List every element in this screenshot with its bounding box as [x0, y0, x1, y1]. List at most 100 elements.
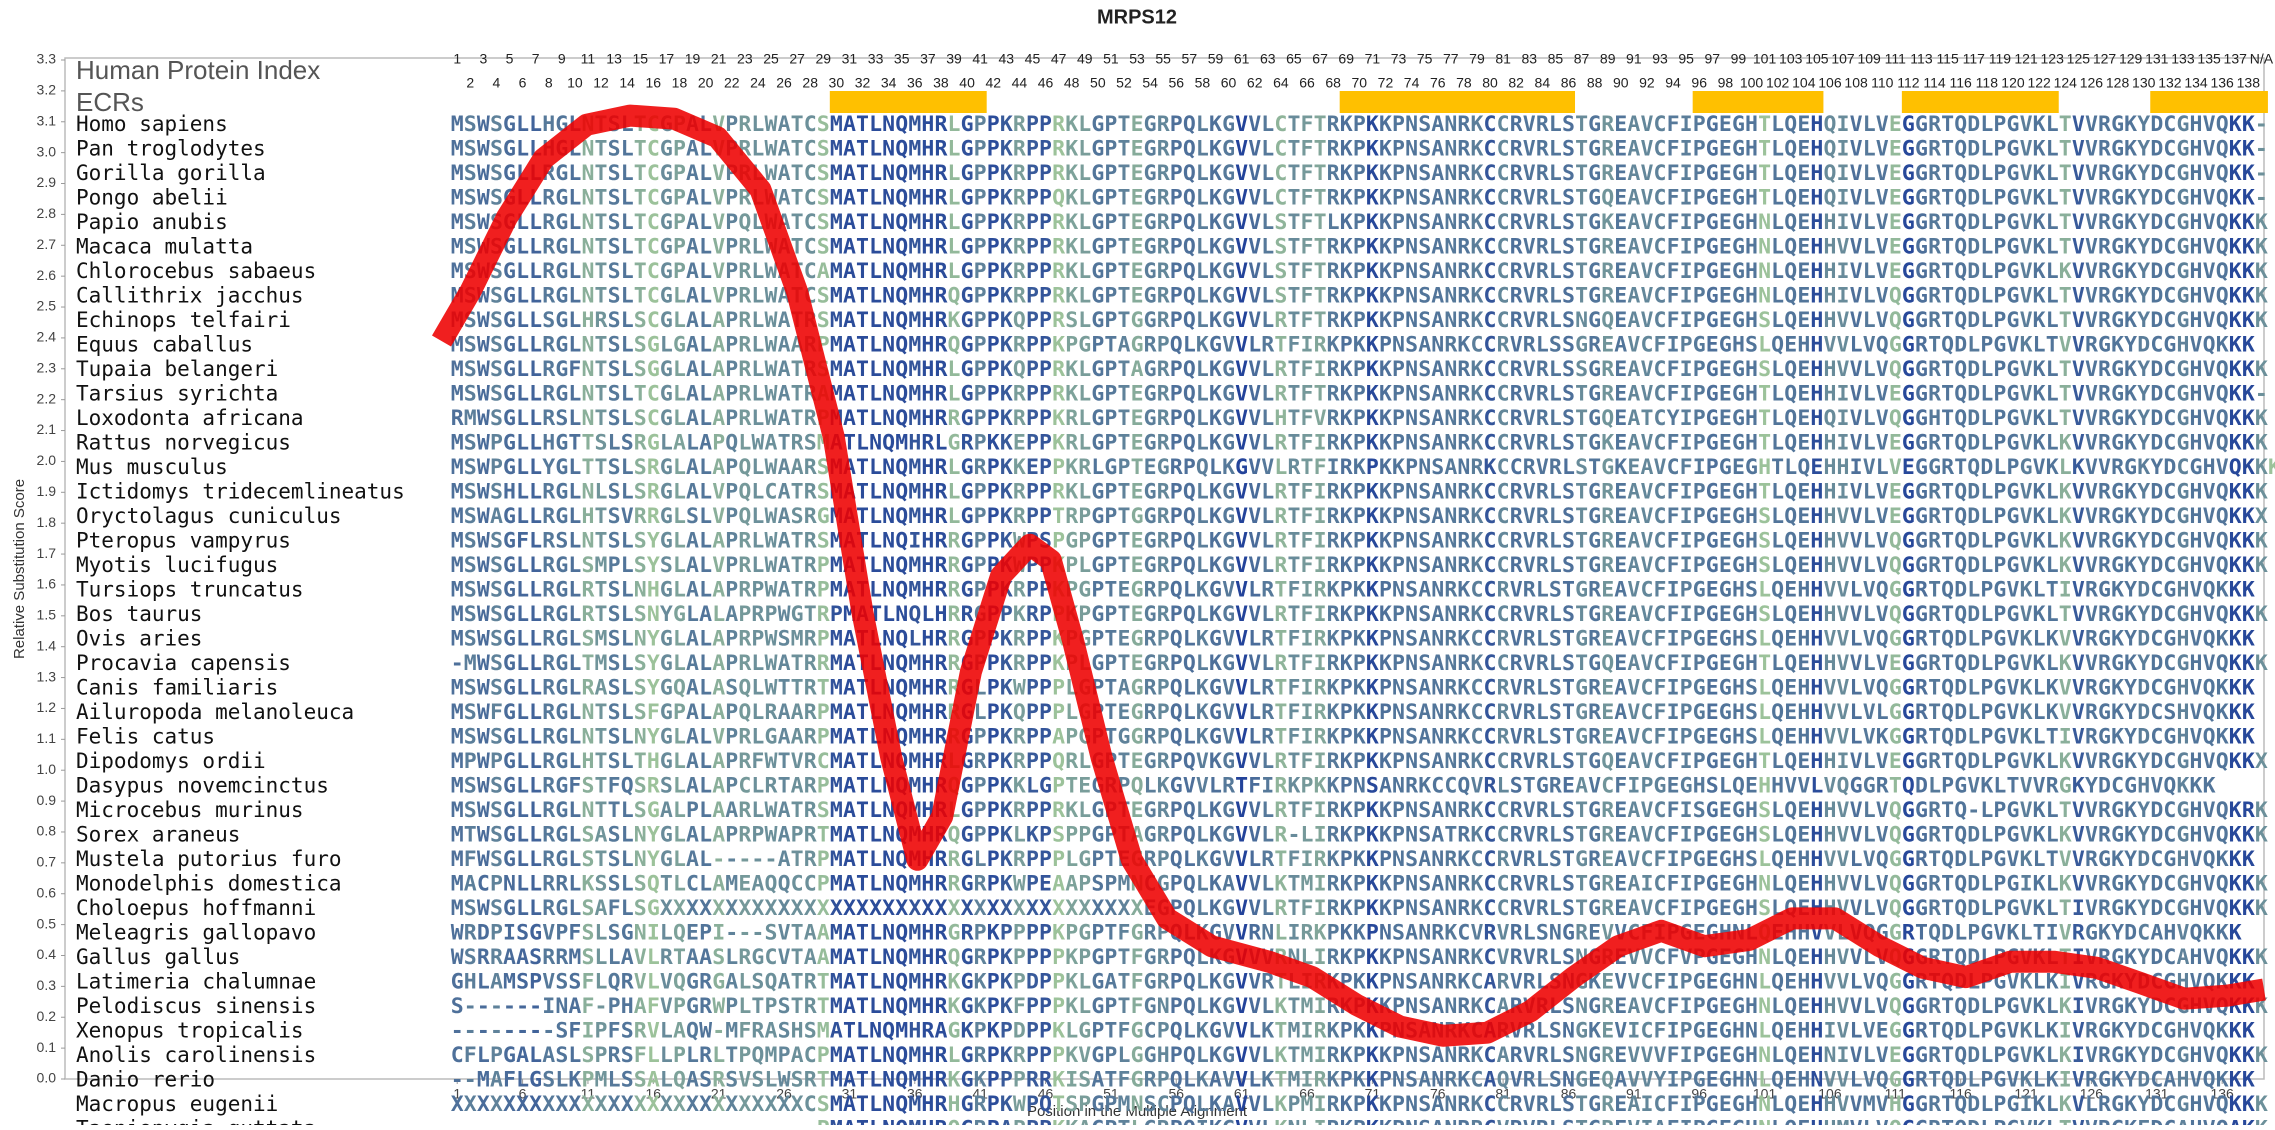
- residue: T: [595, 259, 608, 284]
- residue: H: [921, 186, 934, 211]
- residue: G: [1915, 798, 1928, 823]
- residue: C: [1497, 455, 1510, 480]
- residue: V: [712, 161, 725, 186]
- residue: V: [2085, 651, 2098, 676]
- residue: X: [1052, 896, 1065, 921]
- residue: P: [1039, 382, 1052, 407]
- residue: R: [1144, 676, 1157, 701]
- residue: N: [1431, 725, 1444, 750]
- y-tick-label: 0.9: [37, 792, 57, 808]
- residue: P: [1392, 357, 1405, 382]
- residue: V: [1640, 186, 1653, 211]
- residue: I: [1693, 455, 1706, 480]
- residue: W: [765, 504, 778, 529]
- residue: R: [542, 651, 555, 676]
- residue: E: [1810, 455, 1823, 480]
- residue: K: [1366, 186, 1379, 211]
- residue: R: [1457, 186, 1470, 211]
- residue: G: [2176, 651, 2189, 676]
- residue: G: [961, 529, 974, 554]
- residue: K: [2229, 382, 2242, 407]
- residue: L: [1980, 357, 1993, 382]
- residue: L: [1261, 798, 1274, 823]
- residue: R: [1013, 480, 1026, 505]
- residue: T: [1287, 235, 1300, 260]
- residue: H: [921, 872, 934, 897]
- residue: A: [1431, 431, 1444, 456]
- residue: T: [778, 749, 791, 774]
- residue: K: [2059, 259, 2072, 284]
- residue: R: [2085, 627, 2098, 652]
- residue: S: [464, 676, 477, 701]
- residue: Q: [1771, 578, 1784, 603]
- residue: H: [921, 357, 934, 382]
- residue: L: [699, 284, 712, 309]
- residue: G: [1222, 137, 1235, 162]
- residue: Q: [1941, 676, 1954, 701]
- residue: E: [1719, 896, 1732, 921]
- residue: G: [2007, 504, 2020, 529]
- residue: K: [2216, 627, 2229, 652]
- residue: P: [1980, 676, 1993, 701]
- residue: E: [1026, 455, 1039, 480]
- residue: P: [699, 921, 712, 946]
- residue: K: [2033, 357, 2046, 382]
- residue: P: [1993, 504, 2006, 529]
- residue: T: [856, 725, 869, 750]
- residue: I: [503, 921, 516, 946]
- residue: A: [1131, 357, 1144, 382]
- residue: I: [1837, 431, 1850, 456]
- residue: G: [1588, 137, 1601, 162]
- residue: C: [1640, 847, 1653, 872]
- residue: L: [1758, 627, 1771, 652]
- residue: A: [1431, 137, 1444, 162]
- residue: P: [1026, 798, 1039, 823]
- residue: G: [2007, 186, 2020, 211]
- residue: P: [987, 480, 1000, 505]
- index-label: 112: [1897, 75, 1920, 91]
- residue: V: [2190, 700, 2203, 725]
- residue: R: [1327, 798, 1340, 823]
- residue: L: [1196, 651, 1209, 676]
- residue: R: [1314, 627, 1327, 652]
- residue: -: [738, 921, 751, 946]
- sequence: MSWSGLLRGFNTSLSGGLALAPRLWATRSMATLNQMHRLG…: [451, 357, 2268, 382]
- residue: T: [1314, 259, 1327, 284]
- residue: P: [987, 749, 1000, 774]
- residue: S: [817, 210, 830, 235]
- residue: T: [1941, 259, 1954, 284]
- residue: G: [2007, 798, 2020, 823]
- residue: H: [2190, 896, 2203, 921]
- residue: L: [516, 725, 529, 750]
- residue: G: [1588, 235, 1601, 260]
- residue: T: [2059, 406, 2072, 431]
- residue: A: [778, 382, 791, 407]
- residue: A: [712, 774, 725, 799]
- residue: V: [2203, 357, 2216, 382]
- residue: D: [2150, 357, 2163, 382]
- residue: L: [751, 112, 764, 137]
- residue: H: [921, 651, 934, 676]
- residue: P: [1392, 480, 1405, 505]
- residue: L: [673, 774, 686, 799]
- index-label: N/A: [2250, 51, 2274, 67]
- residue: I: [1680, 406, 1693, 431]
- residue: I: [1287, 921, 1300, 946]
- residue: L: [699, 308, 712, 333]
- residue: A: [1614, 847, 1627, 872]
- residue: S: [634, 896, 647, 921]
- residue: M: [451, 161, 464, 186]
- residue: C: [1484, 382, 1497, 407]
- residue: M: [451, 725, 464, 750]
- residue: V: [1523, 382, 1536, 407]
- residue: R: [1261, 627, 1274, 652]
- residue: R: [1457, 431, 1470, 456]
- residue: R: [1457, 137, 1470, 162]
- residue: Y: [647, 651, 660, 676]
- residue: H: [1810, 308, 1823, 333]
- residue: G: [1706, 823, 1719, 848]
- residue: L: [1863, 210, 1876, 235]
- residue: T: [1117, 357, 1130, 382]
- residue: L: [686, 431, 699, 456]
- residue: K: [1196, 847, 1209, 872]
